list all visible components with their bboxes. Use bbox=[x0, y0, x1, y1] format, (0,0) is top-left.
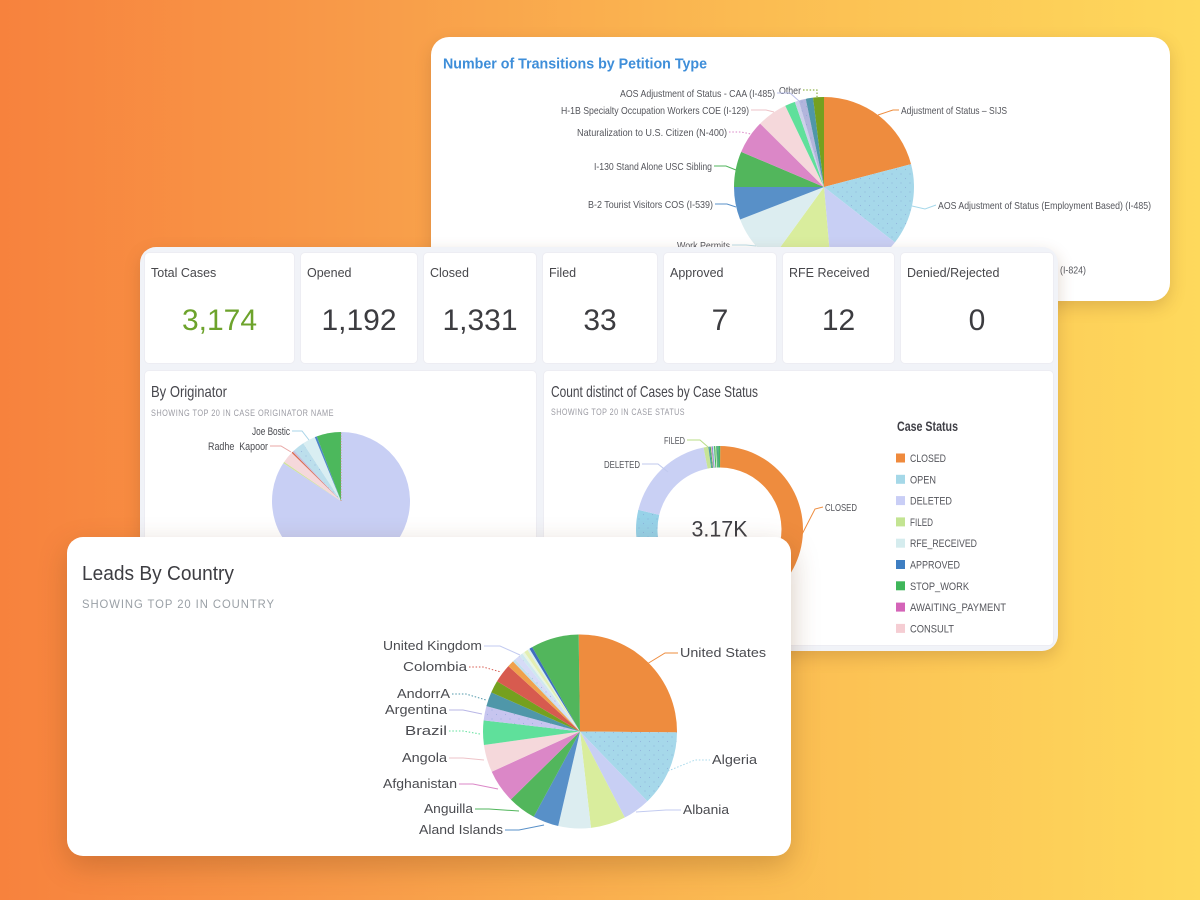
svg-text:AOS Adjustment of Status (Empl: AOS Adjustment of Status (Employment Bas… bbox=[938, 200, 1151, 212]
svg-text:DELETED: DELETED bbox=[604, 459, 640, 471]
svg-text:Other: Other bbox=[779, 85, 801, 97]
svg-text:Argentina: Argentina bbox=[385, 702, 448, 717]
svg-text:United States: United States bbox=[680, 645, 767, 660]
svg-text:OPEN: OPEN bbox=[910, 474, 936, 486]
svg-text:(I-824): (I-824) bbox=[1060, 265, 1086, 277]
svg-text:Aland Islands: Aland Islands bbox=[419, 822, 504, 837]
svg-text:AWAITING_PAYMENT: AWAITING_PAYMENT bbox=[910, 602, 1006, 614]
svg-text:Case Status: Case Status bbox=[897, 418, 958, 434]
svg-text:CLOSED: CLOSED bbox=[910, 453, 946, 465]
svg-text:Brazil: Brazil bbox=[405, 723, 447, 738]
svg-text:Colombia: Colombia bbox=[403, 659, 468, 674]
svg-text:AOS Adjustment of Status - CAA: AOS Adjustment of Status - CAA (I-485) bbox=[620, 88, 775, 100]
svg-text:Leads By Country: Leads By Country bbox=[82, 563, 234, 585]
svg-text:Adjustment of Status – SIJS: Adjustment of Status – SIJS bbox=[901, 105, 1007, 117]
svg-text:United Kingdom: United Kingdom bbox=[383, 638, 482, 653]
svg-text:FILED: FILED bbox=[664, 435, 685, 447]
svg-text:SHOWING TOP 20 IN CASE STATUS: SHOWING TOP 20 IN CASE STATUS bbox=[551, 407, 685, 418]
svg-text:CLOSED: CLOSED bbox=[825, 502, 857, 514]
svg-text:STOP_WORK: STOP_WORK bbox=[910, 581, 970, 593]
svg-text:CONSULT: CONSULT bbox=[910, 623, 954, 635]
svg-text:Number of Transitions by Petit: Number of Transitions by Petition Type bbox=[443, 56, 707, 73]
svg-text:Anguilla: Anguilla bbox=[424, 801, 474, 816]
svg-text:SHOWING TOP 20 IN CASE ORIGINA: SHOWING TOP 20 IN CASE ORIGINATOR NAME bbox=[151, 408, 334, 419]
svg-text:By Originator: By Originator bbox=[151, 384, 228, 401]
svg-text:Afghanistan: Afghanistan bbox=[383, 776, 457, 791]
svg-text:SHOWING TOP 20 IN COUNTRY: SHOWING TOP 20 IN COUNTRY bbox=[82, 597, 275, 611]
svg-text:FILED: FILED bbox=[910, 517, 933, 529]
svg-text:H-1B Specialty Occupation Work: H-1B Specialty Occupation Workers COE (I… bbox=[561, 105, 749, 117]
svg-text:APPROVED: APPROVED bbox=[910, 560, 960, 572]
svg-text:AndorrA: AndorrA bbox=[397, 686, 450, 701]
svg-text:Radhe Kapoor: Radhe Kapoor bbox=[208, 441, 268, 453]
svg-text:I-130 Stand Alone USC Sibling: I-130 Stand Alone USC Sibling bbox=[594, 161, 712, 173]
svg-text:Albania: Albania bbox=[683, 802, 730, 817]
svg-text:Angola: Angola bbox=[402, 750, 448, 765]
svg-text:Algeria: Algeria bbox=[712, 752, 758, 767]
svg-text:Count distinct of Cases by Cas: Count distinct of Cases by Case Status bbox=[551, 384, 758, 401]
svg-text:RFE_RECEIVED: RFE_RECEIVED bbox=[910, 538, 977, 550]
svg-text:Joe Bostic: Joe Bostic bbox=[252, 426, 290, 438]
svg-text:Naturalization to U.S. Citizen: Naturalization to U.S. Citizen (N-400) bbox=[577, 127, 727, 139]
svg-text:DELETED: DELETED bbox=[910, 496, 952, 508]
svg-text:B-2 Tourist Visitors COS (I-53: B-2 Tourist Visitors COS (I-539) bbox=[588, 199, 713, 211]
